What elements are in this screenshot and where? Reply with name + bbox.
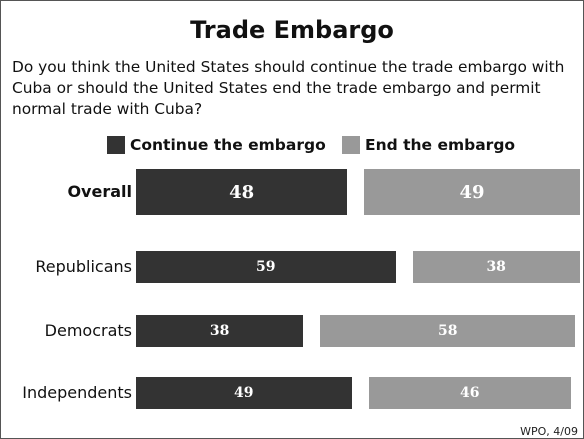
source-note: WPO, 4/09	[520, 425, 578, 438]
chart-title: Trade Embargo	[190, 16, 394, 44]
bar-value-continue-overall: 48	[229, 181, 255, 203]
bar-end-republicans: 38	[412, 251, 580, 283]
bar-value-end-democrats: 58	[438, 323, 458, 339]
bar-value-end-independents: 46	[460, 385, 480, 401]
category-label-overall: Overall	[67, 182, 132, 201]
bar-continue-democrats: 38	[136, 315, 304, 347]
bar-value-continue-independents: 49	[234, 385, 254, 401]
bar-end-independents: 46	[368, 377, 571, 409]
legend-label-end: End the embargo	[365, 136, 516, 154]
bar-value-end-overall: 49	[459, 181, 485, 203]
bar-value-end-republicans: 38	[486, 259, 506, 275]
category-label-independents: Independents	[22, 383, 132, 402]
legend-swatch-end	[342, 136, 360, 154]
bar-continue-overall: 48	[136, 169, 348, 215]
bar-continue-independents: 49	[136, 377, 352, 409]
legend-label-continue: Continue the embargo	[130, 136, 326, 154]
legend-swatch-continue	[107, 136, 125, 154]
chart-subtitle: Do you think the United States should co…	[12, 58, 565, 118]
bar-end-overall: 49	[364, 169, 580, 215]
bar-value-continue-republicans: 59	[256, 259, 276, 275]
bar-value-continue-democrats: 38	[209, 323, 230, 339]
category-label-republicans: Republicans	[35, 257, 132, 276]
category-label-democrats: Democrats	[44, 321, 132, 340]
bar-end-democrats: 58	[320, 315, 576, 347]
bar-continue-republicans: 59	[136, 251, 396, 283]
